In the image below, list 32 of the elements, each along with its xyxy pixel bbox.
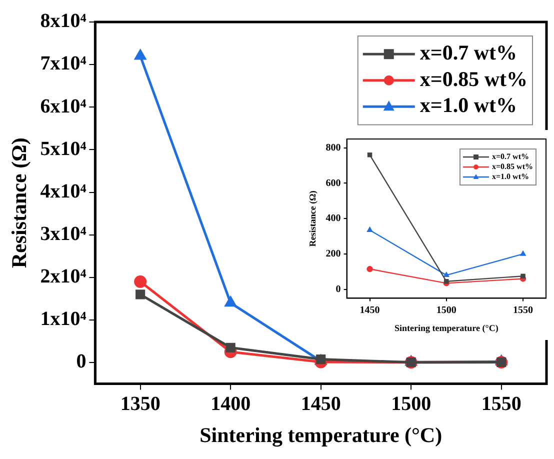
y-tick-label: 4x10⁴ [40,180,86,202]
y-tick-label: 7x10⁴ [40,52,86,75]
y-tick-label: 800 [326,142,341,154]
y-tick-label: 5x10⁴ [40,138,86,160]
legend-label: x=0.85 wt% [492,162,533,172]
y-tick-label: 0 [336,284,341,295]
legend-label: x=1.0 wt% [492,172,529,182]
y-tick-label: 400 [326,213,341,224]
y-tick-label: 200 [326,248,341,260]
x-tick-label: 1450 [360,304,380,316]
x-axis-title: Sintering temperature (°C) [394,322,498,333]
x-tick-label: 1400 [210,392,251,415]
y-tick-label: 600 [326,178,341,189]
y-tick-label: 6x10⁴ [40,95,86,118]
y-tick-label: 3x10⁴ [40,222,86,245]
x-tick-label: 1450 [300,392,341,415]
legend-label: x=0.7 wt% [492,152,529,162]
x-tick-label: 1550 [513,304,534,316]
y-tick-label: 1x10⁴ [40,308,86,330]
legend-label: x=0.85 wt% [420,66,528,91]
legend-label: x=1.0 wt% [420,93,517,118]
y-tick-label: 0 [76,350,86,373]
x-tick-label: 1500 [436,304,456,316]
x-tick-label: 1350 [120,392,160,415]
x-axis-title: Sintering temperature (°C) [200,422,442,447]
x-tick-label: 1550 [481,392,522,415]
x-tick-label: 1500 [391,392,432,415]
y-tick-label: 2x10⁴ [40,266,86,288]
y-axis-title: Resistance (Ω) [7,138,32,268]
y-tick-label: 8x10⁴ [40,10,86,32]
legend-label: x=0.7 wt% [420,40,517,65]
y-axis-title: Resistance (Ω) [308,190,318,247]
